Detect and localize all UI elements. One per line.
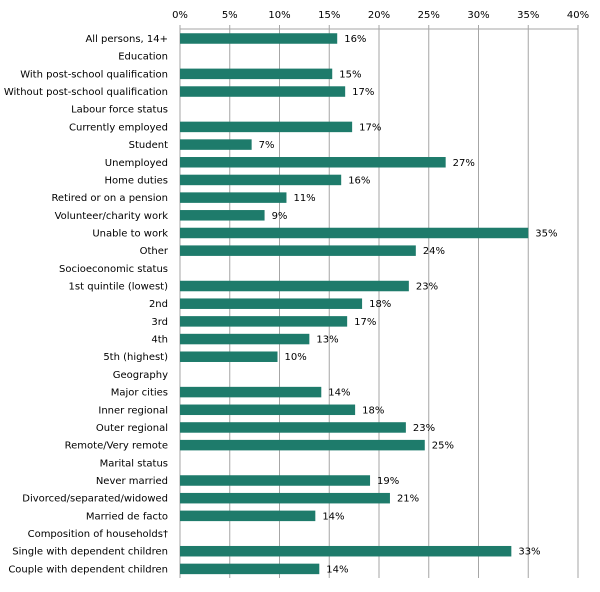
data-label: 17% <box>359 122 381 133</box>
category-label: Labour force status <box>71 105 168 116</box>
data-label: 17% <box>354 317 376 328</box>
data-label: 27% <box>453 158 475 169</box>
category-label: 2nd <box>149 299 168 310</box>
category-label: 4th <box>151 335 168 346</box>
x-tick-label: 10% <box>268 10 290 21</box>
category-label: Married de facto <box>86 511 168 522</box>
category-label: Student <box>129 140 168 151</box>
x-tick-label: 0% <box>172 10 188 21</box>
bar <box>180 280 409 292</box>
data-label: 16% <box>348 175 370 186</box>
bar <box>180 563 320 575</box>
category-label: Geography <box>113 370 168 381</box>
bars <box>180 33 529 575</box>
bar <box>180 157 446 168</box>
category-label: Unemployed <box>105 158 168 169</box>
category-label: Single with dependent children <box>12 547 168 558</box>
data-label: 9% <box>272 211 288 222</box>
gridlines <box>179 29 579 578</box>
data-label: 33% <box>518 547 540 558</box>
x-tick-label: 40% <box>567 10 589 21</box>
bar <box>180 210 265 221</box>
data-label: 14% <box>328 388 350 399</box>
bar <box>180 33 338 44</box>
category-label: Other <box>140 246 169 257</box>
category-label: All persons, 14+ <box>85 34 168 45</box>
bar <box>180 404 356 416</box>
category-label: Inner regional <box>98 405 168 416</box>
data-label: 13% <box>316 335 338 346</box>
x-tick-label: 5% <box>222 10 238 21</box>
data-label: 18% <box>362 405 384 416</box>
bar <box>180 492 390 504</box>
data-labels: 16% 15% 17% 17% 7% 27% 16% 11% 9% 35% 24% 23% 18% 17%… <box>259 34 558 575</box>
data-label: 16% <box>344 34 366 45</box>
data-label: 7% <box>259 140 275 151</box>
bar <box>180 174 342 186</box>
category-label: Without post-school qualification <box>4 87 168 98</box>
category-label: Education <box>118 52 168 63</box>
data-label: 11% <box>293 193 315 204</box>
category-label: 5th (highest) <box>103 352 168 363</box>
bar <box>180 139 252 150</box>
x-tick-label: 35% <box>517 10 539 21</box>
category-label: Major cities <box>111 388 168 399</box>
data-label: 23% <box>416 282 438 293</box>
category-label: Divorced/separated/widowed <box>22 494 168 505</box>
bar <box>180 298 363 309</box>
bar <box>180 68 333 80</box>
category-label: Never married <box>96 476 168 487</box>
category-label: Volunteer/charity work <box>55 211 169 222</box>
bar <box>180 475 371 486</box>
category-label: Currently employed <box>69 122 168 133</box>
category-label: Couple with dependent children <box>8 564 168 575</box>
bar <box>180 121 353 133</box>
x-tick-label: 15% <box>318 10 340 21</box>
x-tick-label: 30% <box>467 10 489 21</box>
category-labels: All persons, 14+ Education With post-schoo… <box>4 34 169 575</box>
data-label: 24% <box>423 246 445 257</box>
x-tick-label: 20% <box>368 10 390 21</box>
category-label: Composition of households† <box>28 529 168 540</box>
data-label: 17% <box>352 87 374 98</box>
category-label: Unable to work <box>92 228 168 239</box>
category-label: Home duties <box>105 175 168 186</box>
bar <box>180 545 512 557</box>
data-label: 23% <box>413 423 435 434</box>
bar <box>180 227 529 239</box>
data-label: 19% <box>377 476 399 487</box>
data-label: 21% <box>397 494 419 505</box>
data-label: 18% <box>369 299 391 310</box>
bar <box>180 86 346 97</box>
category-label: With post-school qualification <box>20 69 168 80</box>
bar <box>180 316 348 327</box>
bar <box>180 386 322 398</box>
category-label: Remote/Very remote <box>65 441 168 452</box>
data-label: 35% <box>535 228 557 239</box>
x-tick-label: 25% <box>418 10 440 21</box>
x-axis: 0% 5% 10% 15% 20% 25% 30% 35% 40% <box>172 10 589 30</box>
data-label: 10% <box>285 352 307 363</box>
category-label: 3rd <box>151 317 168 328</box>
bar <box>180 422 406 433</box>
category-label: Socioeconomic status <box>59 264 168 275</box>
category-label: Outer regional <box>96 423 168 434</box>
data-label: 25% <box>432 441 454 452</box>
bar <box>180 333 310 345</box>
category-label: 1st quintile (lowest) <box>69 282 169 293</box>
bar <box>180 510 316 522</box>
bar <box>180 245 416 256</box>
bar <box>180 351 278 362</box>
data-label: 15% <box>339 69 361 80</box>
bar <box>180 192 287 203</box>
category-label: Retired or on a pension <box>51 193 168 204</box>
bar <box>180 439 425 451</box>
data-label: 14% <box>326 564 348 575</box>
category-label: Marital status <box>100 458 168 469</box>
data-label: 14% <box>322 511 344 522</box>
